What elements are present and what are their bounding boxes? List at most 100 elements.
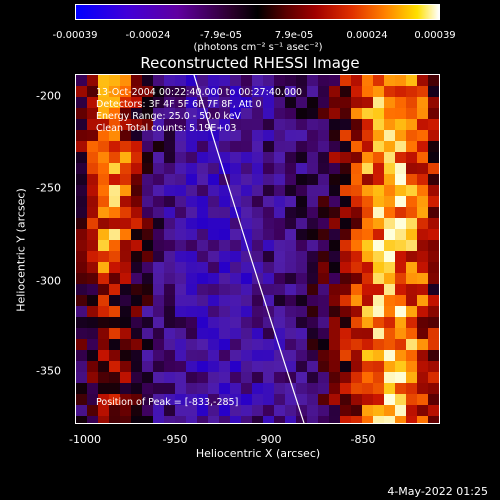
heatmap-cell bbox=[329, 108, 341, 120]
heatmap-cell bbox=[285, 174, 297, 186]
heatmap-cell bbox=[186, 196, 198, 208]
heatmap-cell bbox=[406, 273, 418, 285]
heatmap-cell bbox=[98, 317, 110, 329]
heatmap-cell bbox=[164, 284, 176, 296]
heatmap-cell bbox=[373, 174, 385, 186]
heatmap-cell bbox=[340, 152, 352, 164]
heatmap-cell bbox=[164, 405, 176, 417]
heatmap-cell bbox=[274, 339, 286, 351]
heatmap-cell bbox=[164, 119, 176, 131]
heatmap-cell bbox=[175, 251, 187, 263]
heatmap-cell bbox=[87, 141, 99, 153]
heatmap-cell bbox=[186, 317, 198, 329]
heatmap-cell bbox=[98, 163, 110, 175]
heatmap-cell bbox=[351, 251, 363, 263]
heatmap-cell bbox=[131, 339, 143, 351]
heatmap-cell bbox=[395, 394, 407, 406]
heatmap-cell bbox=[274, 383, 286, 395]
heatmap-cell bbox=[131, 317, 143, 329]
heatmap-cell bbox=[98, 350, 110, 362]
heatmap-cell bbox=[428, 229, 439, 241]
heatmap-cell bbox=[252, 405, 264, 417]
heatmap-cell bbox=[241, 361, 253, 373]
heatmap-cell bbox=[241, 372, 253, 384]
heatmap-cell bbox=[175, 295, 187, 307]
heatmap-cell bbox=[208, 306, 220, 318]
heatmap-cell bbox=[131, 130, 143, 142]
heatmap-cell bbox=[142, 262, 154, 274]
heatmap-cell bbox=[208, 141, 220, 153]
heatmap-cell bbox=[351, 372, 363, 384]
heatmap-cell bbox=[274, 328, 286, 340]
heatmap-cell bbox=[230, 185, 242, 197]
heatmap-cell bbox=[142, 240, 154, 252]
heatmap-cell bbox=[263, 163, 275, 175]
heatmap-cell bbox=[428, 372, 439, 384]
heatmap-cell bbox=[307, 163, 319, 175]
heatmap-cell bbox=[285, 218, 297, 230]
heatmap-cell bbox=[109, 350, 121, 362]
heatmap-cell bbox=[351, 273, 363, 285]
heatmap-cell bbox=[120, 383, 132, 395]
heatmap-cell bbox=[395, 284, 407, 296]
heatmap-cell bbox=[340, 262, 352, 274]
heatmap-cell bbox=[351, 97, 363, 109]
heatmap-cell bbox=[395, 86, 407, 98]
heatmap-cell bbox=[164, 163, 176, 175]
heatmap-cell bbox=[340, 141, 352, 153]
colorbar-tick-label: -7.9e-05 bbox=[200, 30, 242, 41]
heatmap-cell bbox=[120, 251, 132, 263]
colorbar-tick-label: 0.00024 bbox=[346, 30, 388, 41]
heatmap-cell bbox=[428, 405, 439, 417]
heatmap-cell bbox=[164, 141, 176, 153]
heatmap-cell bbox=[428, 251, 439, 263]
heatmap-cell bbox=[197, 383, 209, 395]
heatmap-cell bbox=[142, 163, 154, 175]
heatmap-cell bbox=[76, 405, 88, 417]
heatmap-cell bbox=[329, 141, 341, 153]
heatmap-cell bbox=[340, 174, 352, 186]
heatmap-cell bbox=[296, 295, 308, 307]
heatmap-cell bbox=[384, 372, 396, 384]
peak-position-text: Position of Peak = [-833,-285] bbox=[96, 397, 239, 408]
heatmap-cell bbox=[296, 141, 308, 153]
heatmap-cell bbox=[406, 75, 418, 87]
heatmap-cell bbox=[142, 141, 154, 153]
heatmap-cell bbox=[329, 207, 341, 219]
heatmap-cell bbox=[109, 273, 121, 285]
heatmap-cell bbox=[208, 361, 220, 373]
heatmap-cell bbox=[76, 185, 88, 197]
heatmap-cell bbox=[186, 152, 198, 164]
heatmap-cell bbox=[175, 405, 187, 417]
heatmap-cell bbox=[76, 86, 88, 98]
heatmap-cell bbox=[263, 306, 275, 318]
heatmap-cell bbox=[417, 317, 429, 329]
heatmap-cell bbox=[362, 130, 374, 142]
heatmap-cell bbox=[87, 130, 99, 142]
heatmap-cell bbox=[120, 284, 132, 296]
heatmap-cell bbox=[395, 141, 407, 153]
heatmap-cell bbox=[351, 394, 363, 406]
heatmap-cell bbox=[329, 251, 341, 263]
heatmap-cell bbox=[252, 372, 264, 384]
heatmap-cell bbox=[120, 75, 132, 87]
heatmap-cell bbox=[219, 86, 231, 98]
heatmap-cell bbox=[263, 251, 275, 263]
heatmap-cell bbox=[208, 372, 220, 384]
heatmap-cell bbox=[197, 416, 209, 423]
image-plot: 13-Oct-2004 00:22:40.000 to 00:27:40.000… bbox=[75, 74, 440, 424]
heatmap-cell bbox=[241, 119, 253, 131]
heatmap-cell bbox=[142, 394, 154, 406]
heatmap-cell bbox=[373, 273, 385, 285]
heatmap-cell bbox=[131, 251, 143, 263]
heatmap-cell bbox=[186, 383, 198, 395]
heatmap-cell bbox=[362, 174, 374, 186]
heatmap-cell bbox=[417, 86, 429, 98]
heatmap-cell bbox=[428, 262, 439, 274]
heatmap-cell bbox=[252, 141, 264, 153]
heatmap-cell bbox=[153, 141, 165, 153]
heatmap-cell bbox=[417, 152, 429, 164]
heatmap-cell bbox=[285, 163, 297, 175]
heatmap-cell bbox=[406, 416, 418, 423]
heatmap-cell bbox=[373, 130, 385, 142]
